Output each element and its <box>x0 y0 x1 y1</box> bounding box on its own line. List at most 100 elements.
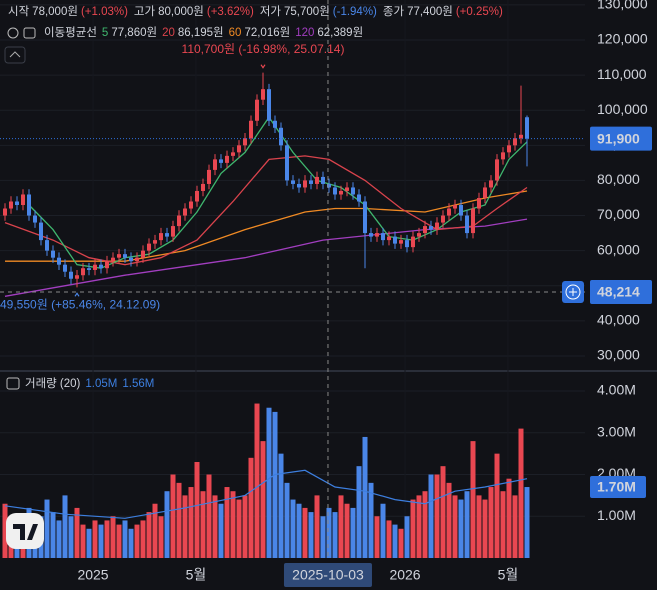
volume-bar <box>410 499 416 558</box>
volume-bar <box>74 507 80 558</box>
volume-bar <box>446 482 452 558</box>
volume-current-box <box>590 476 646 499</box>
volume-bar <box>2 503 8 558</box>
candle-body <box>69 271 73 279</box>
crosshair-date-box <box>283 563 372 587</box>
candle-body <box>477 197 481 209</box>
candle-body <box>27 194 31 216</box>
volume-bar <box>230 491 236 558</box>
ohlc-label: 시작 <box>8 5 30 18</box>
volume-bar <box>242 495 248 558</box>
volume-bar <box>236 499 242 558</box>
volume-bar <box>320 516 326 558</box>
y-tick-label: 70,000 <box>597 206 640 222</box>
add-alert-button[interactable] <box>562 281 584 304</box>
candle-body <box>111 257 115 262</box>
candle-body <box>75 275 79 279</box>
volume-bar <box>464 491 470 558</box>
indicator-icon[interactable] <box>7 27 19 39</box>
y-tick-label: 120,000 <box>597 31 648 47</box>
price-annotation: 49,550원 (+85.46%, 24.12.09) <box>0 298 160 312</box>
candle-body <box>513 138 517 146</box>
candle-body <box>201 183 205 191</box>
candle-body <box>171 226 175 237</box>
volume-bar <box>206 474 212 558</box>
candle-body <box>309 180 313 184</box>
x-tick-label: 2026 <box>389 567 420 583</box>
volume-bar <box>356 466 362 558</box>
volume-bar <box>68 516 74 558</box>
candle-body <box>345 187 349 191</box>
candle-body <box>255 99 259 121</box>
candle-body <box>261 89 265 100</box>
ma-value: 62,389원 <box>317 25 363 39</box>
volume-bar <box>314 495 320 558</box>
candle-body <box>381 233 385 241</box>
volume-bar <box>290 499 296 558</box>
candle-body <box>87 268 91 270</box>
volume-bar <box>110 516 116 558</box>
candle-body <box>459 205 463 216</box>
y-tick-label: 1.00M <box>597 507 636 523</box>
volume-bar <box>182 495 188 558</box>
candle-body <box>243 138 247 146</box>
candle-body <box>327 183 331 188</box>
y-tick-label: 40,000 <box>597 312 640 328</box>
volume-bar <box>476 495 482 558</box>
volume-bar <box>128 528 134 558</box>
candle-body <box>147 243 151 251</box>
y-tick-label: 3.00M <box>597 423 636 439</box>
volume-bar <box>146 512 152 558</box>
last-price-label: 91,900 <box>597 130 640 146</box>
candle-body <box>81 268 85 276</box>
candle-body <box>489 180 493 188</box>
collapse-button[interactable] <box>4 46 26 64</box>
candle-body <box>123 254 127 258</box>
settings-icon[interactable] <box>23 27 36 39</box>
volume-bar <box>416 495 422 558</box>
candle-body <box>195 190 199 202</box>
candle-body <box>393 236 397 244</box>
crosshair-price-label: 48,214 <box>597 284 640 300</box>
candle-body <box>267 89 271 121</box>
ohlc-label: 고가 <box>134 5 156 18</box>
candle-body <box>9 201 13 209</box>
volume-bar <box>344 503 350 558</box>
candle-body <box>525 117 529 139</box>
volume-bar <box>296 503 302 558</box>
candle-body <box>189 201 193 209</box>
volume-bar <box>218 503 224 558</box>
candle-body <box>153 240 157 244</box>
volume-bar <box>194 461 200 558</box>
volume-bar <box>86 528 92 558</box>
volume-bar <box>332 512 338 558</box>
volume-bar <box>188 487 194 558</box>
candle-body <box>369 233 373 237</box>
crosshair-date-label: 2025-10-03 <box>292 567 364 583</box>
candle-body <box>483 187 487 198</box>
candle-body <box>495 159 499 181</box>
ohlc-value: 75,700원 <box>284 4 330 18</box>
candle-body <box>465 215 469 234</box>
ma-period: 60 <box>229 27 242 39</box>
volume-bar <box>302 507 308 558</box>
candle-body <box>399 240 403 244</box>
candle-body <box>33 215 37 223</box>
volume-bar <box>158 516 164 558</box>
collapse-icon <box>9 51 21 58</box>
volume-icon[interactable] <box>6 377 20 390</box>
candle-body <box>363 201 367 234</box>
volume-bar <box>524 487 530 558</box>
candle-body <box>423 226 427 234</box>
volume-bar <box>272 411 278 558</box>
candle-body <box>141 250 145 258</box>
candle-body <box>273 120 277 128</box>
volume-bar <box>98 524 104 558</box>
ohlc-legend: 시작 78,000원 (+1.03%) 고가 80,000원 (+3.62%) 저가 75,7… <box>8 4 503 18</box>
volume-bar <box>122 520 128 558</box>
last-price-box <box>590 126 652 151</box>
y-tick-label: 80,000 <box>597 171 640 187</box>
volume-bar <box>278 453 284 558</box>
